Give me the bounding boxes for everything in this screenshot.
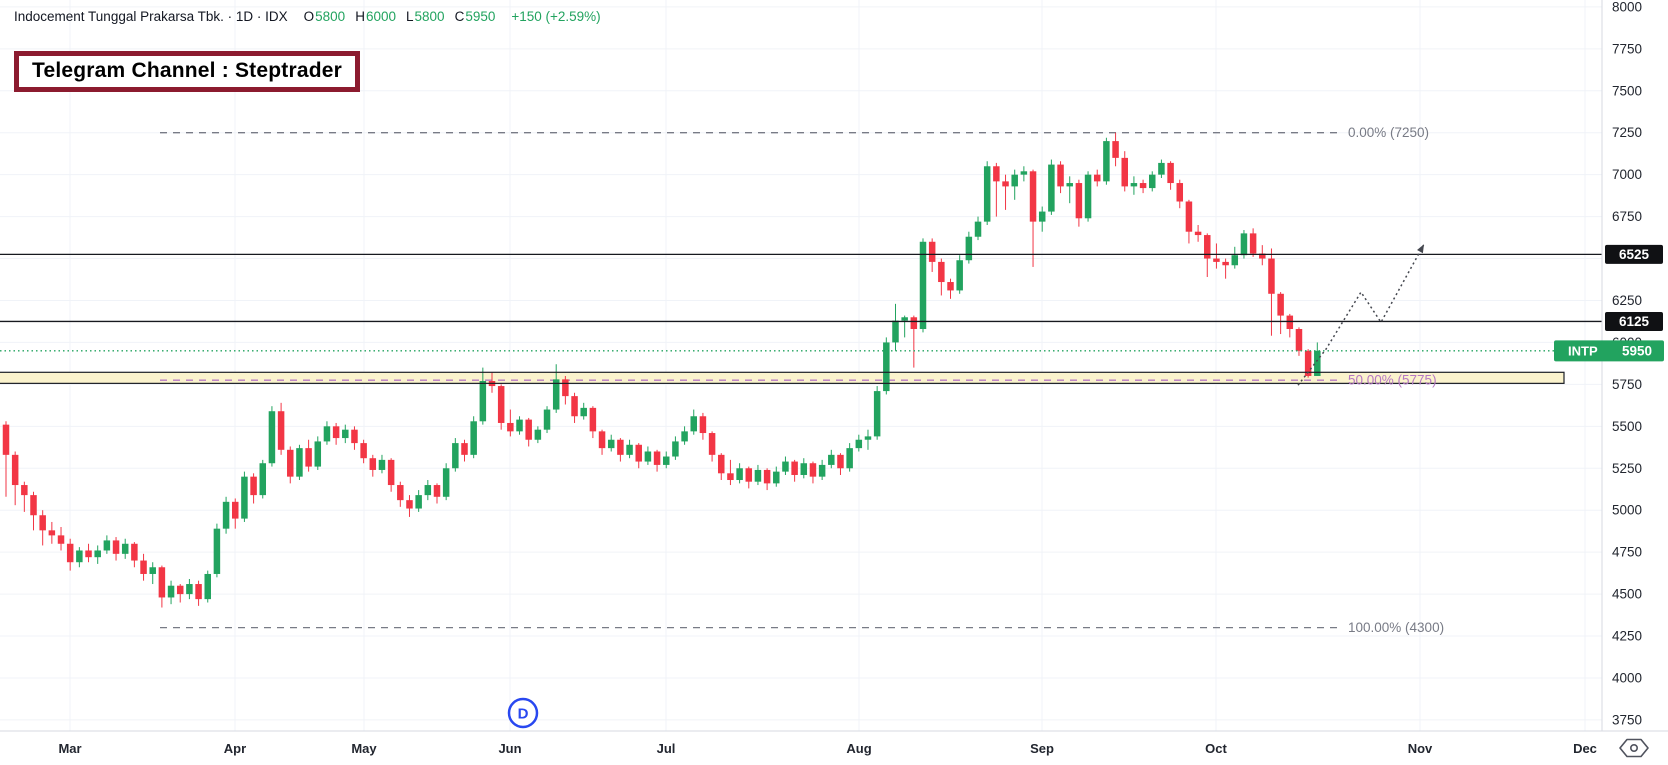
- symbol-header: Indocement Tunggal Prakarsa Tbk. · 1D · …: [14, 9, 601, 24]
- month-tick-jun: Jun: [498, 741, 521, 756]
- price-tag-6525: 6525: [1605, 244, 1663, 264]
- month-tick-nov: Nov: [1408, 741, 1433, 756]
- month-tick-oct: Oct: [1205, 741, 1227, 756]
- last-price-tag: INTP 5950: [1554, 340, 1664, 362]
- price-tag-6125: 6125: [1605, 311, 1663, 331]
- price-tick-7500: 7500: [1612, 83, 1642, 98]
- fib-label-1: 50.00% (5775): [1348, 373, 1437, 388]
- grid-layer: [0, 0, 1602, 731]
- telegram-banner[interactable]: Telegram Channel : Steptrader: [14, 51, 360, 92]
- fib-label-0: 0.00% (7250): [1348, 125, 1429, 140]
- high-label: H: [355, 9, 365, 24]
- price-tick-6250: 6250: [1612, 293, 1642, 308]
- month-tick-apr: Apr: [224, 741, 246, 756]
- month-tick-jul: Jul: [657, 741, 676, 756]
- open-value: 5800: [315, 9, 346, 24]
- low-label: L: [406, 9, 414, 24]
- price-tick-7750: 7750: [1612, 41, 1642, 56]
- change-readout: +150 (+2.59%): [511, 9, 601, 24]
- idea-marker-d[interactable]: D: [507, 697, 539, 729]
- support-zone-border: [0, 371, 1565, 384]
- svg-text:INTP: INTP: [1568, 343, 1598, 358]
- symbol-title[interactable]: Indocement Tunggal Prakarsa Tbk. · 1D · …: [14, 9, 288, 24]
- month-tick-aug: Aug: [846, 741, 871, 756]
- projection-arrowhead: [1417, 244, 1424, 254]
- price-scale-settings-icon[interactable]: [1619, 738, 1649, 758]
- month-tick-mar: Mar: [58, 741, 81, 756]
- low-value: 5800: [414, 9, 445, 24]
- projection-path[interactable]: [1297, 243, 1425, 386]
- high-value: 6000: [365, 9, 396, 24]
- telegram-banner-text: Telegram Channel : Steptrader: [32, 59, 342, 82]
- svg-text:D: D: [518, 706, 529, 723]
- time-axis[interactable]: Mar Apr May Jun Jul Aug Sep Oct Nov Dec: [58, 741, 1596, 756]
- price-tick-8000: 8000: [1612, 0, 1642, 14]
- price-tick-5000: 5000: [1612, 503, 1642, 518]
- support-zone[interactable]: [0, 372, 1564, 384]
- month-tick-dec: Dec: [1573, 741, 1597, 756]
- fib-label-2: 100.00% (4300): [1348, 620, 1444, 635]
- ohlc-readout: O 5800 H 6000 L 5800 C 5950: [304, 9, 496, 24]
- price-tick-4000: 4000: [1612, 670, 1642, 685]
- open-label: O: [303, 9, 315, 24]
- price-tick-4500: 4500: [1612, 587, 1642, 602]
- price-tick-7250: 7250: [1612, 125, 1642, 140]
- price-tick-4750: 4750: [1612, 545, 1642, 560]
- price-tick-5500: 5500: [1612, 419, 1642, 434]
- price-tick-5750: 5750: [1612, 377, 1642, 392]
- svg-text:6125: 6125: [1619, 314, 1650, 329]
- month-tick-sep: Sep: [1030, 741, 1054, 756]
- price-axis[interactable]: 8000775075007250700067506250600057505500…: [1612, 0, 1642, 727]
- candles-layer: [2, 132, 1321, 608]
- svg-text:5950: 5950: [1622, 343, 1652, 358]
- month-tick-may: May: [351, 741, 377, 756]
- price-tick-5250: 5250: [1612, 461, 1642, 476]
- close-label: C: [454, 9, 465, 24]
- close-value: 5950: [465, 9, 496, 24]
- price-tick-3750: 3750: [1612, 712, 1642, 727]
- price-tick-7000: 7000: [1612, 167, 1642, 182]
- price-tick-4250: 4250: [1612, 629, 1642, 644]
- price-tick-6750: 6750: [1612, 209, 1642, 224]
- svg-text:6525: 6525: [1619, 247, 1650, 262]
